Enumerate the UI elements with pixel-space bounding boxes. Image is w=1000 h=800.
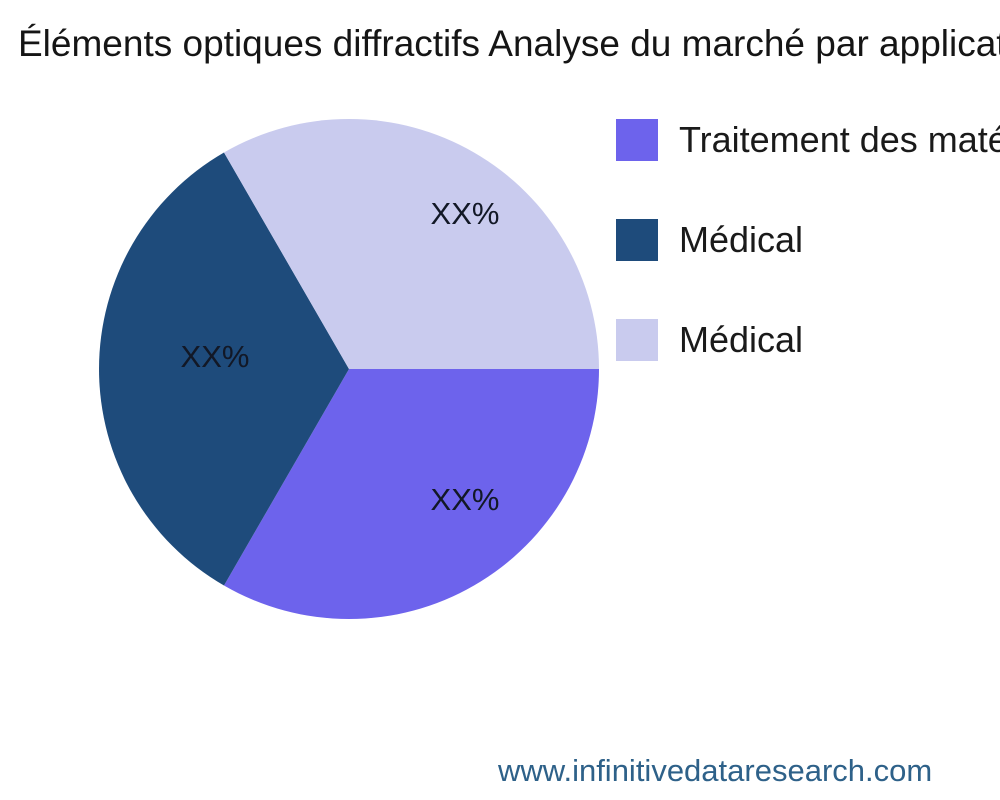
slice-percentage-label-top: XX% — [430, 196, 500, 231]
slice-percentage-label-left: XX% — [180, 339, 250, 374]
legend-swatch-dark-blue — [616, 219, 658, 261]
pie-slice-traitement-des-materiaux — [224, 369, 599, 619]
slice-percentage-label-bottom: XX% — [430, 482, 500, 517]
legend-label: Médical — [679, 219, 804, 260]
legend-swatch-lavender — [616, 319, 658, 361]
legend-item-medical-dark: Médical — [616, 219, 1000, 261]
pie-svg — [99, 119, 599, 619]
pie-slice-medical-light — [224, 119, 599, 369]
legend-swatch-purple — [616, 119, 658, 161]
legend-label: Traitement des matériaux — [679, 119, 1000, 160]
chart-title: Éléments optiques diffractifs Analyse du… — [18, 23, 1000, 64]
legend-item-traitement-des-materiaux: Traitement des matériaux — [616, 119, 1000, 161]
website-url: www.infinitivedataresearch.com — [498, 753, 933, 788]
legend-item-medical-light: Médical — [616, 319, 1000, 361]
pie-chart: XX% XX% XX% — [99, 119, 599, 619]
chart-legend: Traitement des matériaux Médical Médical — [616, 119, 1000, 361]
legend-label: Médical — [679, 319, 804, 360]
pie-slice-medical-dark — [99, 152, 349, 586]
